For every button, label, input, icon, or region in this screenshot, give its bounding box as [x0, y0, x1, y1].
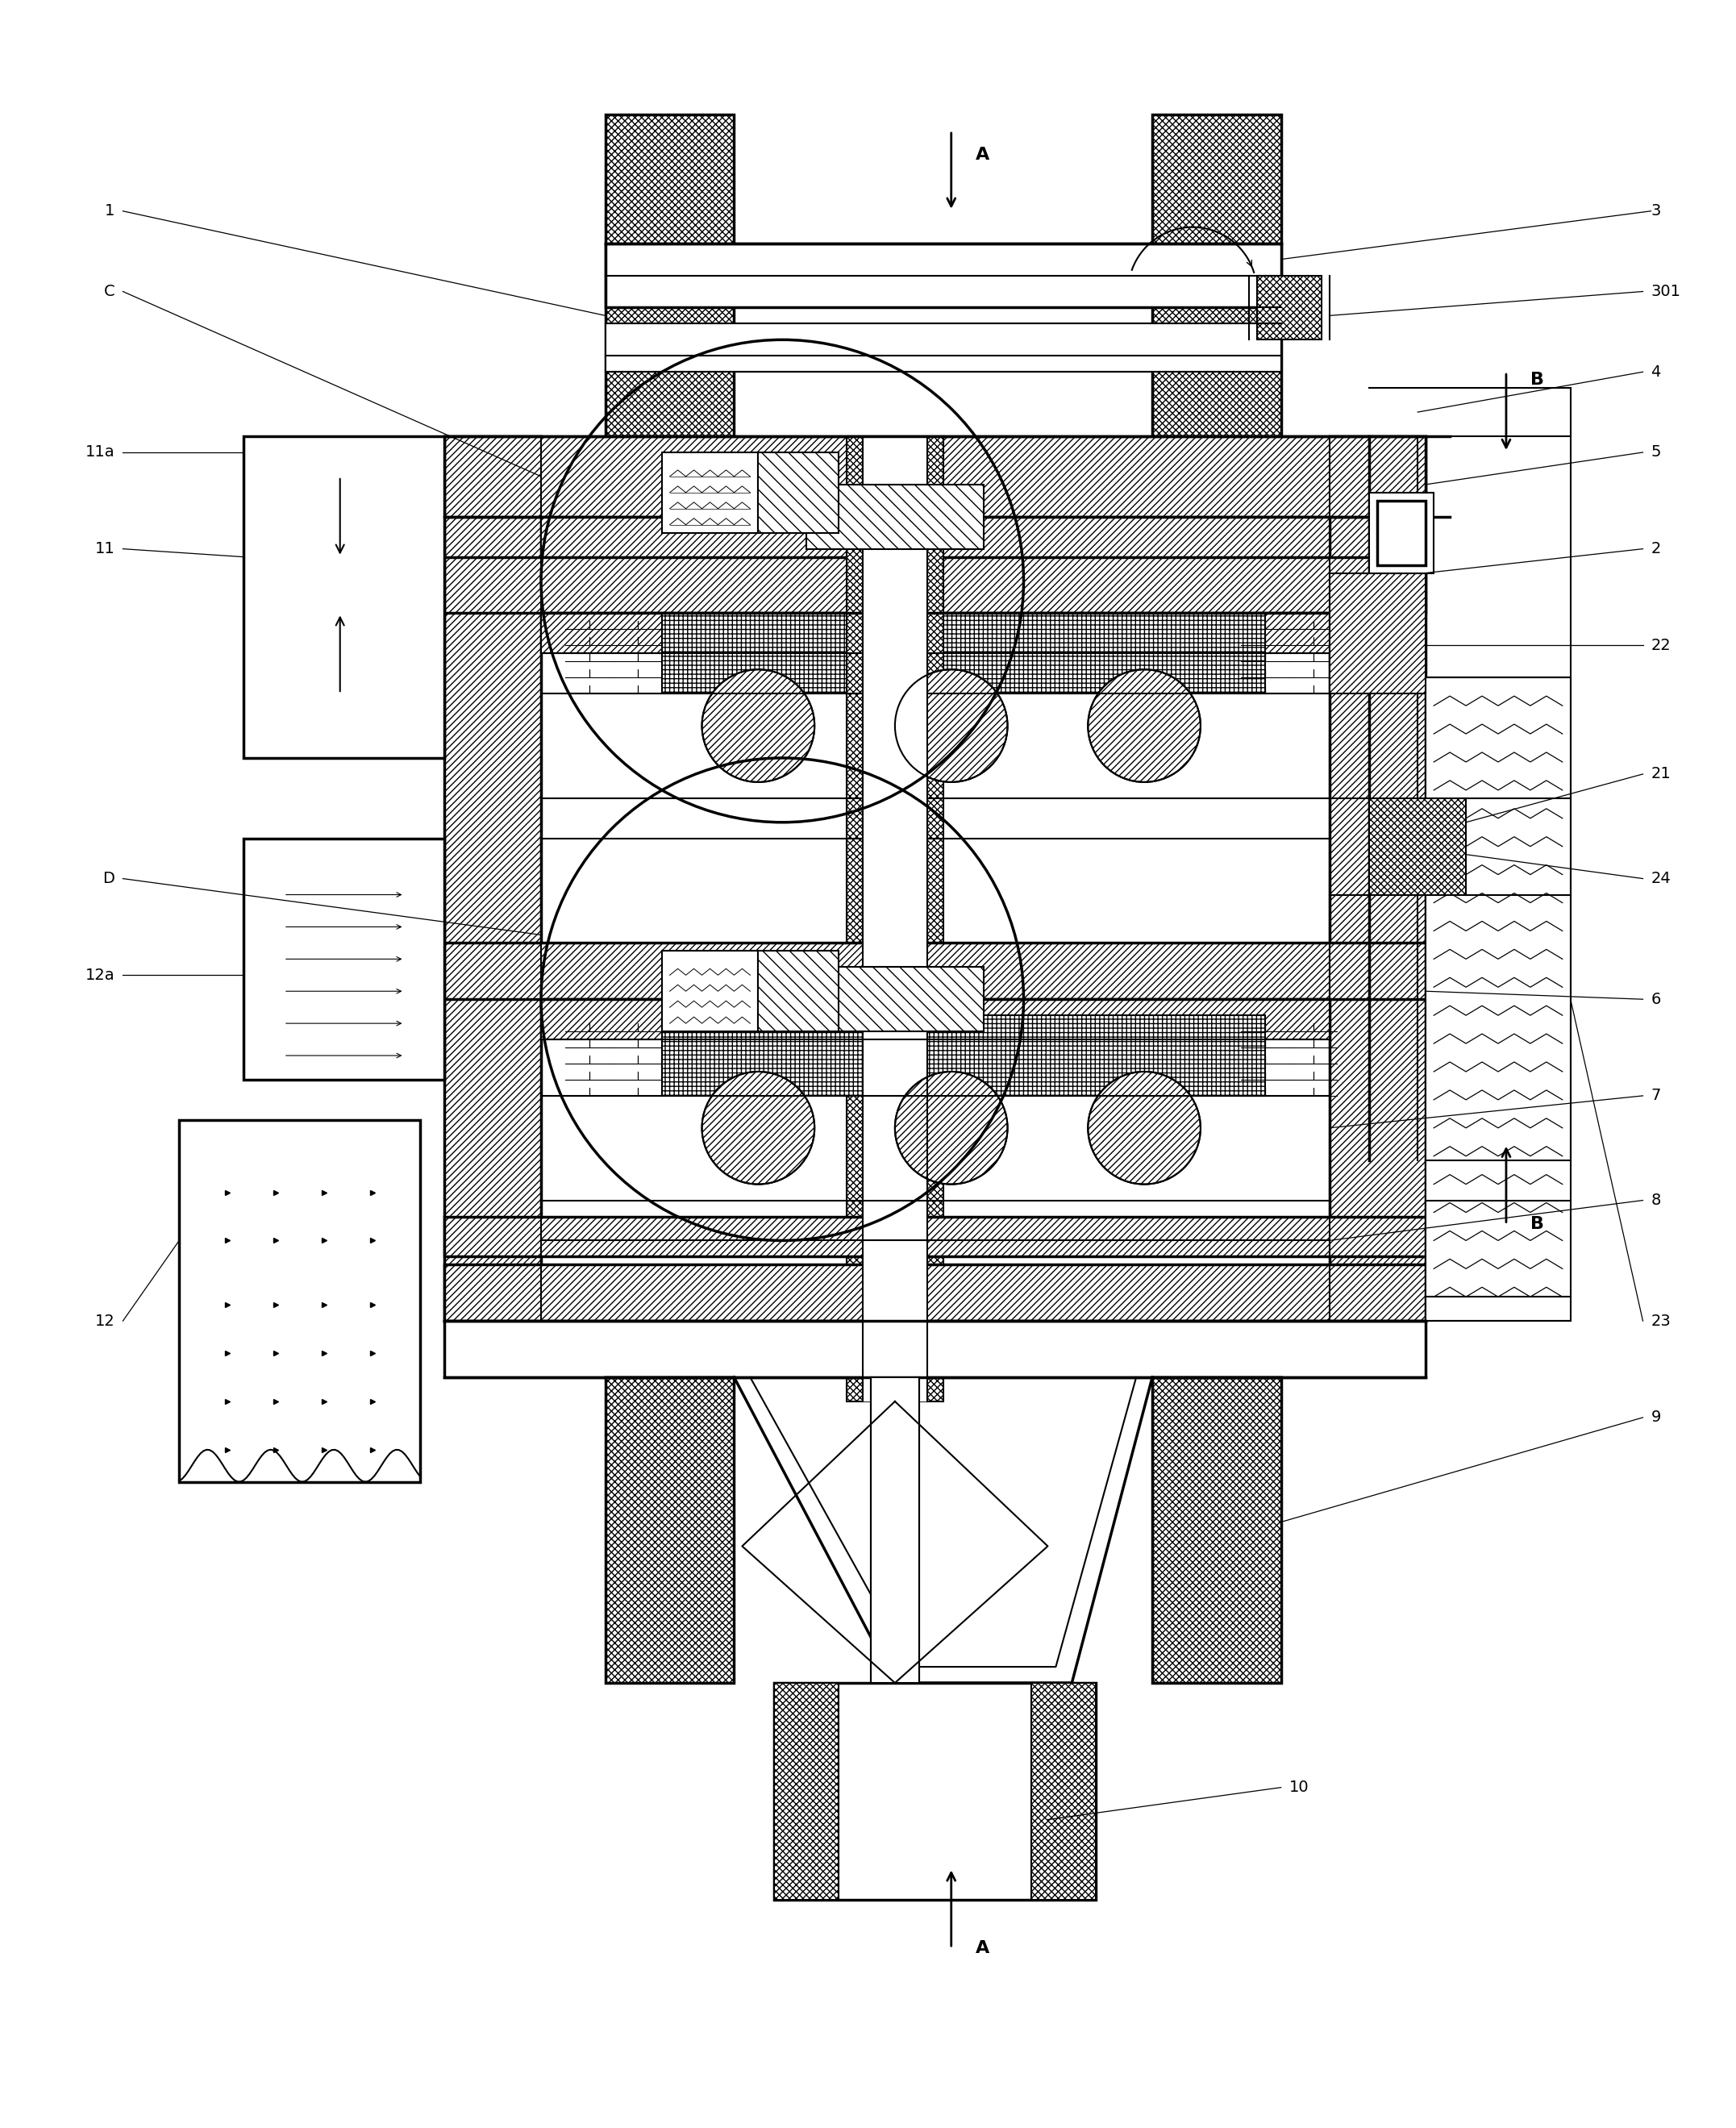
Text: A: A: [976, 147, 990, 164]
Bar: [243, 838, 444, 1079]
Bar: [1153, 1377, 1281, 1683]
Bar: [661, 951, 759, 1032]
Text: 11: 11: [95, 541, 115, 558]
Text: 10: 10: [1290, 1779, 1309, 1796]
Bar: [179, 1119, 420, 1481]
Bar: [444, 1321, 1425, 1377]
Circle shape: [701, 1073, 814, 1185]
Text: 9: 9: [1651, 1411, 1661, 1426]
Bar: [774, 1683, 838, 1900]
Text: 6: 6: [1651, 992, 1661, 1007]
Text: 24: 24: [1651, 870, 1670, 885]
Bar: [661, 613, 1266, 694]
Bar: [1257, 275, 1321, 340]
Text: 22: 22: [1651, 638, 1670, 653]
Bar: [444, 1217, 1425, 1258]
Text: 3: 3: [1651, 204, 1661, 219]
Text: 1: 1: [104, 204, 115, 219]
Text: 8: 8: [1651, 1192, 1661, 1209]
Bar: [1370, 492, 1434, 572]
Bar: [542, 517, 1330, 558]
Text: 5: 5: [1651, 445, 1661, 460]
Bar: [606, 323, 1281, 372]
Text: 12a: 12a: [85, 968, 115, 983]
Text: B: B: [1531, 372, 1543, 387]
Text: 2: 2: [1651, 541, 1661, 558]
Circle shape: [896, 1073, 1007, 1185]
Bar: [1153, 115, 1281, 436]
Text: B: B: [1531, 1217, 1543, 1232]
Bar: [1330, 436, 1425, 1321]
Bar: [243, 436, 444, 758]
Circle shape: [1088, 670, 1201, 783]
Bar: [444, 436, 542, 1321]
Bar: [759, 453, 838, 532]
Text: 23: 23: [1651, 1313, 1670, 1328]
Bar: [542, 1000, 1330, 1038]
Text: 11a: 11a: [85, 445, 115, 460]
Bar: [847, 436, 943, 1402]
Bar: [542, 613, 1330, 653]
Bar: [871, 1377, 918, 1683]
Bar: [1425, 677, 1571, 1321]
Bar: [444, 558, 1425, 613]
Circle shape: [1088, 1073, 1201, 1185]
Bar: [1330, 572, 1425, 694]
Text: 7: 7: [1651, 1087, 1661, 1104]
Circle shape: [701, 670, 814, 783]
Bar: [807, 966, 983, 1032]
Text: A: A: [976, 1941, 990, 1956]
Bar: [1377, 500, 1425, 564]
Bar: [444, 436, 1425, 517]
Text: 301: 301: [1651, 283, 1680, 300]
Text: D: D: [102, 870, 115, 885]
Bar: [1370, 798, 1465, 894]
Text: 4: 4: [1651, 364, 1661, 379]
Bar: [444, 943, 1425, 1000]
Bar: [807, 485, 983, 549]
Bar: [606, 1377, 734, 1683]
Bar: [759, 951, 838, 1032]
Text: 21: 21: [1651, 766, 1670, 781]
Bar: [606, 243, 1281, 309]
Bar: [1031, 1683, 1095, 1900]
Bar: [661, 453, 759, 532]
Circle shape: [896, 670, 1007, 783]
Bar: [661, 1015, 1266, 1096]
Bar: [774, 1683, 1095, 1900]
Bar: [863, 436, 927, 1402]
Bar: [444, 1264, 1425, 1321]
Text: C: C: [104, 283, 115, 300]
Bar: [606, 115, 734, 436]
Text: 12: 12: [95, 1313, 115, 1328]
